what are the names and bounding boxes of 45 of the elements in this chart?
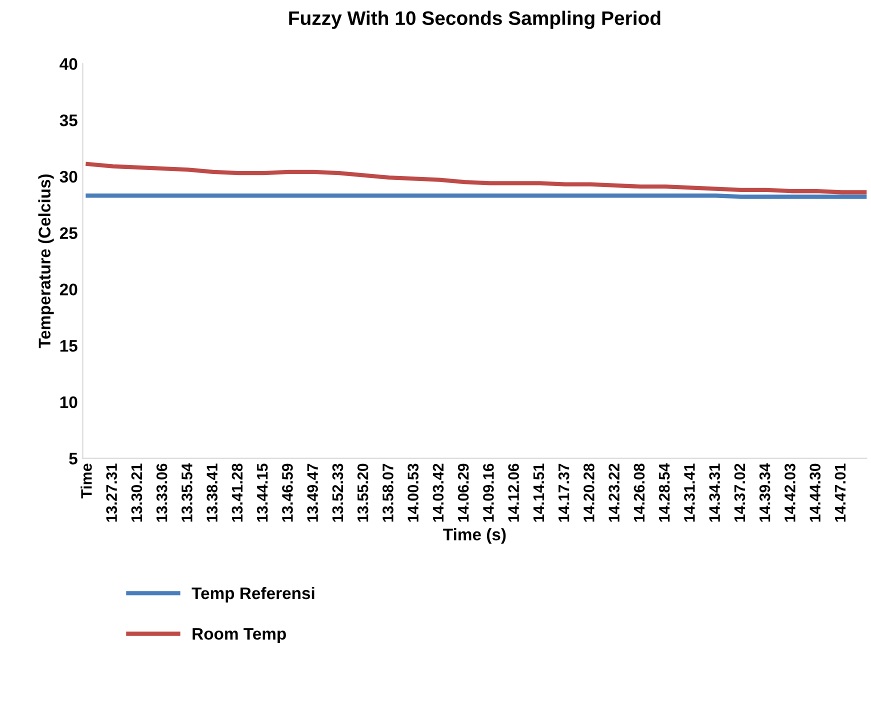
x-tick-label: 14.00.53 — [408, 464, 419, 522]
legend-label: Room Temp — [192, 628, 286, 644]
y-tick-label: 10 — [60, 396, 78, 408]
x-tick-label: 14.20.28 — [584, 464, 594, 522]
x-tick-label: 14.28.54 — [658, 463, 670, 522]
x-tick-label: 14.31.41 — [684, 464, 695, 522]
x-tick-label: 13.52.33 — [332, 464, 344, 522]
x-tick-label: 13.55.20 — [357, 464, 368, 522]
x-tick-label: 13.27.31 — [106, 464, 118, 522]
x-tick-label: Time — [80, 464, 92, 498]
y-tick-label: 5 — [69, 452, 78, 464]
x-tick-label: 14.47.01 — [834, 464, 846, 522]
x-tick-label: 13.46.59 — [282, 464, 293, 522]
y-tick-label: 15 — [60, 340, 78, 352]
x-tick-label: 14.34.31 — [709, 464, 720, 522]
x-tick-label: 13.38.41 — [206, 464, 218, 522]
x-tick-label: 14.09.16 — [483, 464, 494, 522]
x-tick-label: 14.23.22 — [608, 464, 620, 522]
x-tick-label: 13.30.21 — [131, 464, 142, 522]
x-tick-label: 14.12.06 — [508, 464, 519, 522]
x-tick-label: 13.41.28 — [232, 464, 243, 522]
y-tick-label: 20 — [60, 284, 78, 296]
x-tick-label: 13.35.54 — [182, 463, 192, 522]
x-tick-label: 14.37.02 — [734, 464, 746, 522]
x-tick-label: 14.44.30 — [810, 464, 821, 522]
x-tick-label: 14.39.34 — [759, 463, 770, 522]
y-axis-title: Temperature (Celcius) — [38, 174, 54, 348]
y-tick-label: 25 — [60, 227, 78, 240]
x-tick-label: 14.14.51 — [533, 464, 544, 522]
x-tick-label: 14.03.42 — [432, 464, 444, 522]
x-tick-label: 14.17.37 — [558, 464, 570, 522]
chart-title: Fuzzy With 10 Seconds Sampling Period — [289, 10, 660, 29]
y-tick-label: 30 — [60, 170, 78, 183]
line-series — [86, 162, 867, 194]
x-tick-label: 14.06.29 — [458, 464, 469, 522]
legend-label: Temp Referensi — [192, 586, 314, 602]
x-tick-label: 13.58.07 — [382, 464, 394, 522]
x-axis-title: Time (s) — [443, 528, 506, 544]
x-tick-label: 13.33.06 — [156, 464, 168, 522]
x-tick-label: 13.49.47 — [307, 464, 318, 522]
x-tick-label: 14.26.08 — [634, 464, 645, 522]
y-tick-label: 35 — [60, 114, 78, 126]
x-tick-label: 13.44.15 — [256, 464, 268, 522]
y-tick-label: 40 — [60, 58, 78, 70]
x-tick-label: 14.42.03 — [784, 464, 796, 522]
